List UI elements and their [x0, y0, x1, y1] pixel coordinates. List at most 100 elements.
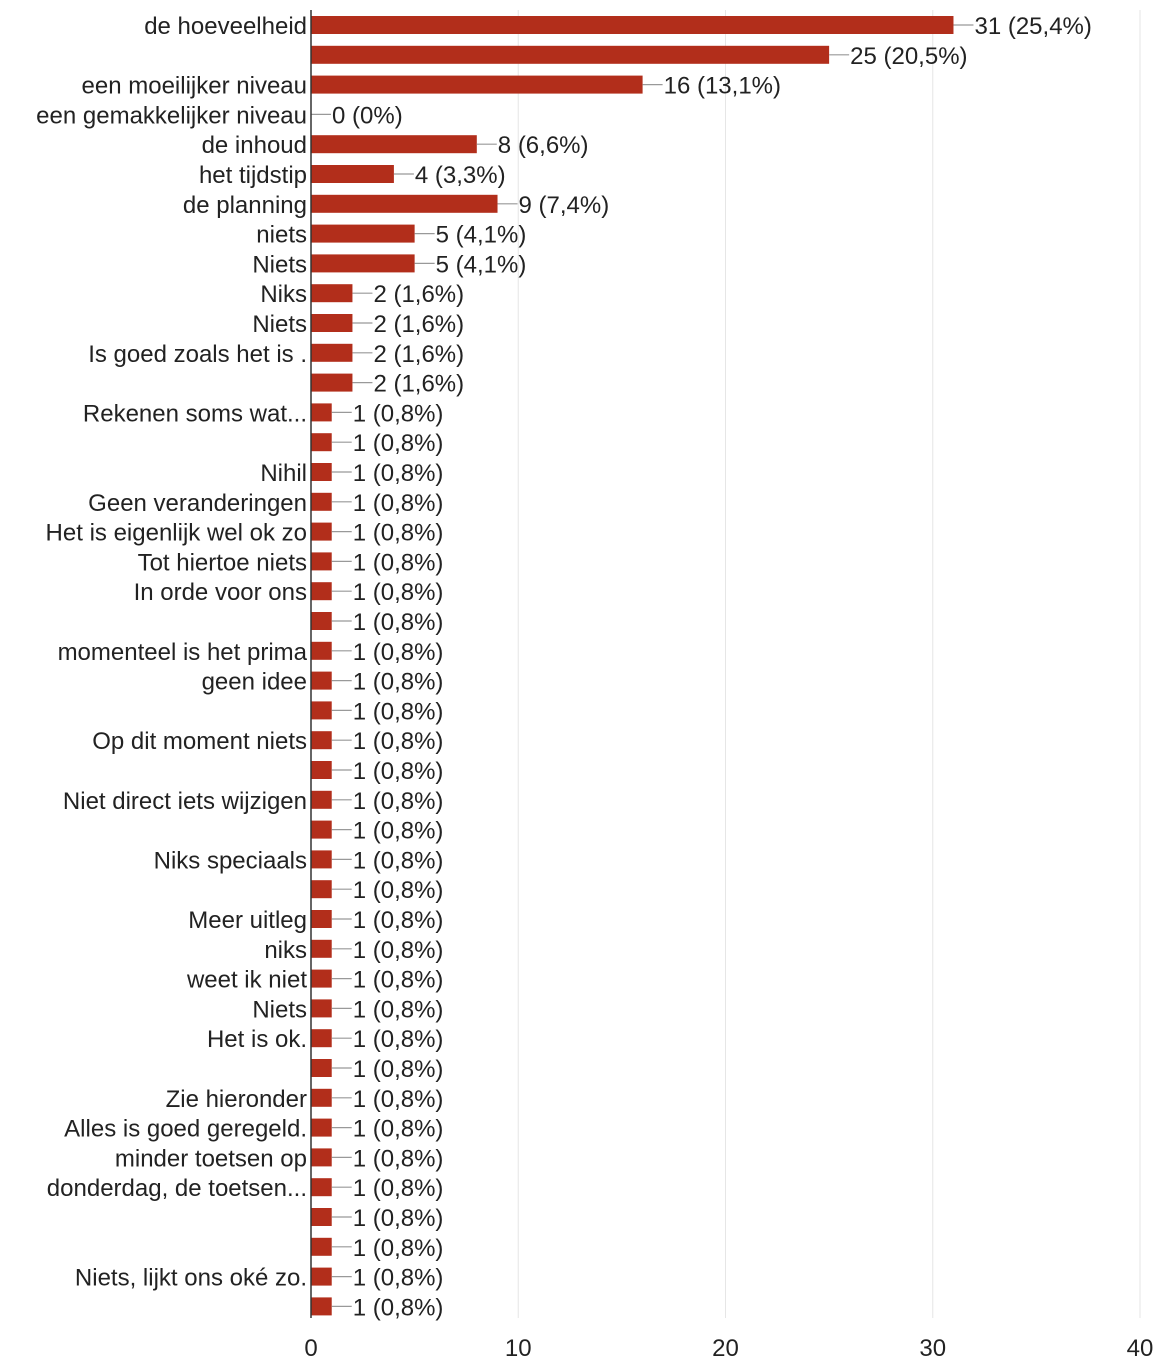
bar [311, 820, 332, 839]
category-label: Niet direct iets wijzigen [63, 788, 307, 815]
bar [311, 492, 332, 511]
category-label: Geen veranderingen [88, 490, 307, 517]
category-label: het tijdstip [199, 162, 307, 189]
value-label: 1 (0,8%) [353, 1026, 444, 1053]
value-label: 2 (1,6%) [373, 281, 464, 308]
value-label: 1 (0,8%) [353, 1265, 444, 1292]
bar [311, 939, 332, 958]
value-label: 1 (0,8%) [353, 1294, 444, 1321]
bar [311, 612, 332, 630]
category-label: Rekenen soms wat... [83, 400, 307, 427]
value-label: 1 (0,8%) [353, 907, 444, 934]
value-label: 1 (0,8%) [353, 1116, 444, 1143]
x-tick-label: 10 [505, 1335, 532, 1360]
bar [311, 910, 332, 928]
bar [311, 463, 332, 481]
bar [311, 1178, 332, 1197]
value-labels: 31 (25,4%) 25 (20,5%) 16 (13,1%) 0 (0%) 8 (6… [332, 13, 1092, 1321]
category-label: momenteel is het prima [58, 639, 308, 666]
bar [311, 254, 415, 273]
bar [311, 850, 332, 869]
category-label: Niets [252, 311, 307, 338]
bar [311, 582, 332, 601]
category-label: een gemakkelijker niveau [36, 102, 307, 129]
value-label: 1 (0,8%) [353, 1235, 444, 1262]
bar [311, 880, 332, 899]
category-label: Niets, lijkt ons oké zo. [75, 1265, 307, 1292]
category-label: niets [256, 222, 307, 249]
category-label: Alles is goed geregeld. [64, 1116, 307, 1143]
value-leader-lines [311, 24, 974, 1308]
bar [311, 314, 353, 332]
value-label: 2 (1,6%) [373, 311, 464, 338]
bar [311, 701, 332, 720]
bar [311, 224, 415, 243]
value-label: 1 (0,8%) [353, 549, 444, 576]
bar [311, 16, 954, 34]
bar [311, 343, 353, 362]
category-label: Niks speciaals [154, 847, 307, 874]
value-label: 8 (6,6%) [498, 132, 589, 159]
value-label: 1 (0,8%) [353, 847, 444, 874]
value-label: 1 (0,8%) [353, 818, 444, 845]
value-label: 1 (0,8%) [353, 609, 444, 636]
x-tick-label: 0 [304, 1335, 317, 1360]
value-label: 1 (0,8%) [353, 1145, 444, 1172]
value-label: 4 (3,3%) [415, 162, 506, 189]
bar [311, 1059, 332, 1077]
bar [311, 999, 332, 1018]
value-label: 1 (0,8%) [353, 1175, 444, 1202]
category-label: de inhoud [202, 132, 307, 159]
category-label: In orde voor ons [134, 579, 307, 606]
value-label: 1 (0,8%) [353, 728, 444, 755]
bar [311, 1208, 332, 1226]
bar [311, 1148, 332, 1167]
category-label: Zie hieronder [166, 1086, 307, 1113]
category-label: geen idee [202, 669, 307, 696]
bar [311, 165, 394, 183]
bar [311, 433, 332, 452]
value-label: 25 (20,5%) [850, 43, 967, 70]
x-tick-label: 30 [919, 1335, 946, 1360]
value-label: 1 (0,8%) [353, 877, 444, 904]
value-label: 1 (0,8%) [353, 1086, 444, 1113]
value-label: 1 (0,8%) [353, 1205, 444, 1232]
bar [311, 552, 332, 571]
value-label: 1 (0,8%) [353, 1056, 444, 1083]
value-label: 5 (4,1%) [436, 222, 527, 249]
category-label: Niets [252, 996, 307, 1023]
category-label: de planning [183, 192, 307, 219]
value-label: 16 (13,1%) [664, 73, 781, 100]
value-label: 1 (0,8%) [353, 669, 444, 696]
category-label: de hoeveelheid [144, 13, 307, 40]
bar [311, 1118, 332, 1137]
category-label: Op dit moment niets [92, 728, 307, 755]
value-label: 1 (0,8%) [353, 579, 444, 606]
bar [311, 731, 332, 750]
value-label: 1 (0,8%) [353, 996, 444, 1023]
value-label: 0 (0%) [332, 102, 403, 129]
value-label: 31 (25,4%) [974, 13, 1091, 40]
value-label: 5 (4,1%) [436, 251, 527, 278]
category-label: Is goed zoals het is . [88, 341, 307, 368]
value-label: 1 (0,8%) [353, 460, 444, 487]
category-label: Meer uitleg [188, 907, 307, 934]
bar [311, 403, 332, 422]
bar [311, 969, 332, 988]
bar [311, 75, 643, 94]
category-label: Tot hiertoe niets [138, 549, 307, 576]
bar [311, 1088, 332, 1107]
bar [311, 1297, 332, 1316]
value-label: 1 (0,8%) [353, 490, 444, 517]
value-label: 1 (0,8%) [353, 788, 444, 815]
bar [311, 1267, 332, 1286]
bar [311, 45, 830, 64]
value-label: 1 (0,8%) [353, 698, 444, 725]
category-label: Niks [260, 281, 307, 308]
bar [311, 1029, 332, 1048]
category-label: donderdag, de toetsen... [47, 1175, 307, 1202]
x-axis-tick-labels: 0 10 20 30 40 [304, 1335, 1153, 1360]
category-label: een moeilijker niveau [82, 73, 307, 100]
